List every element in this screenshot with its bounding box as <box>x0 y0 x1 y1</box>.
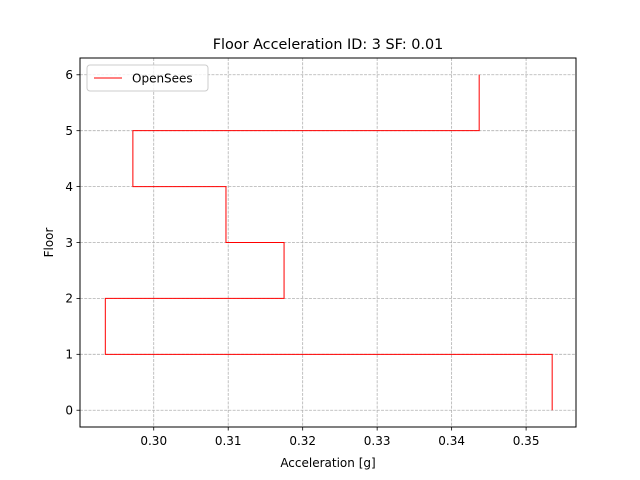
x-tick-label: 0.30 <box>140 434 167 448</box>
series-line-opensees <box>104 74 553 411</box>
x-tick-label: 0.33 <box>364 434 391 448</box>
legend: OpenSees <box>86 64 209 92</box>
y-tick-label: 1 <box>65 348 73 362</box>
legend-label-opensees: OpenSees <box>132 72 193 86</box>
y-tick-label: 0 <box>65 404 73 418</box>
x-tick-label: 0.35 <box>513 434 540 448</box>
series-layer <box>104 74 553 411</box>
axis-ticks: 0.30 0.31 0.32 0.33 0.34 0.35 0 1 2 3 4 5 6 <box>65 68 539 448</box>
legend-box <box>86 64 209 92</box>
x-tick-label: 0.31 <box>215 434 242 448</box>
y-tick-label: 4 <box>65 180 73 194</box>
x-tick-label: 0.32 <box>289 434 316 448</box>
y-tick-label: 3 <box>65 236 73 250</box>
y-tick-label: 2 <box>65 292 73 306</box>
y-tick-label: 6 <box>65 68 73 82</box>
x-axis-label: Acceleration [g] <box>280 456 375 470</box>
y-tick-label: 5 <box>65 124 73 138</box>
chart-title: Floor Acceleration ID: 3 SF: 0.01 <box>213 37 444 53</box>
x-tick-label: 0.34 <box>438 434 465 448</box>
y-axis-label: Floor <box>42 228 56 258</box>
